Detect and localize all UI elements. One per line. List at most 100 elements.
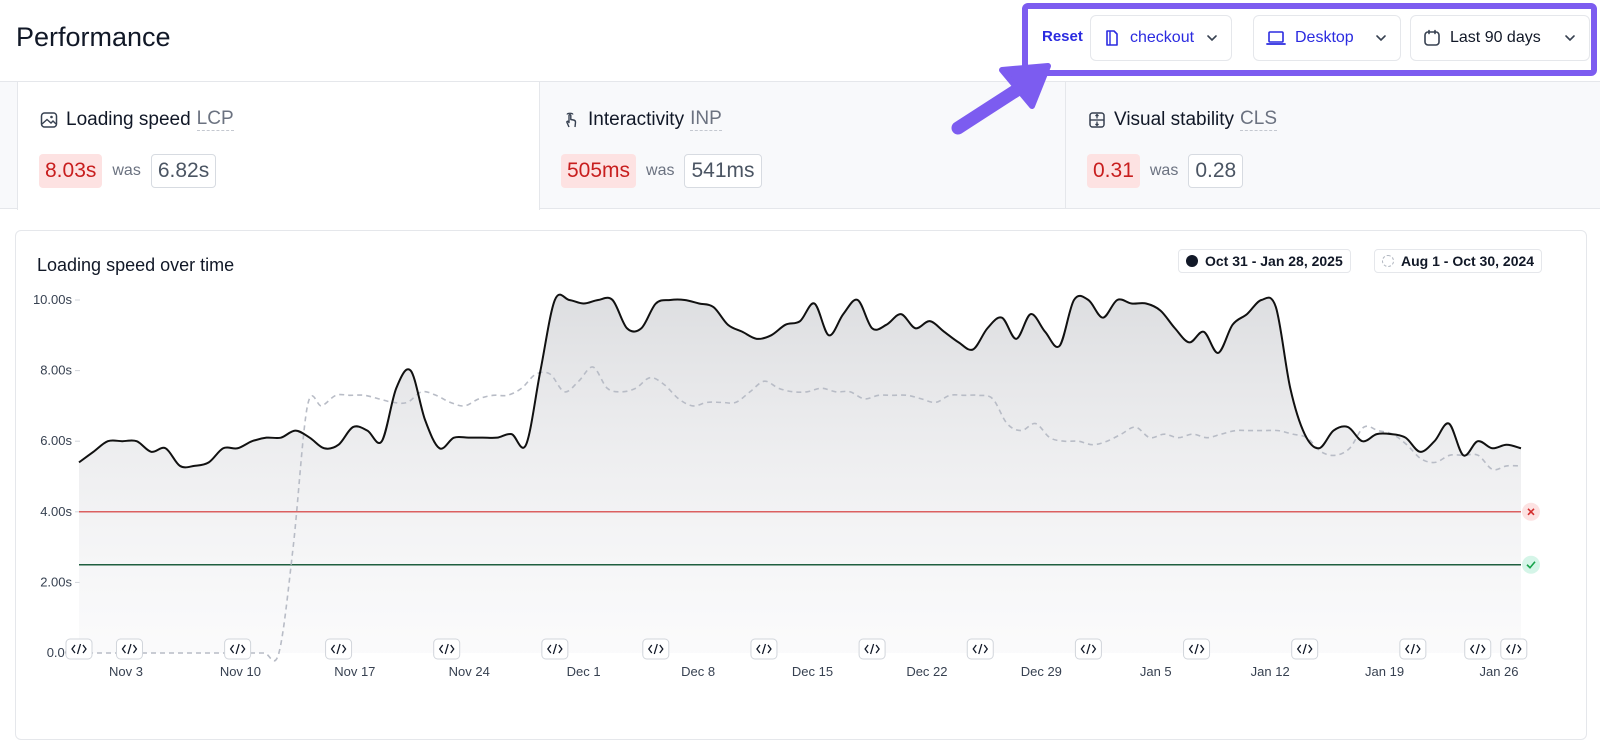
metric-current-value: 8.03s [39,154,103,188]
x-tick-label: Jan 26 [1479,664,1518,679]
series-line-current [78,293,1522,469]
loading-speed-chart-card: Loading speed over time Oct 31 - Jan 28,… [15,230,1587,740]
legend-current-period[interactable]: Oct 31 - Jan 28, 2025 [1178,249,1351,273]
code-icon [71,643,87,655]
code-icon [1469,643,1486,655]
filters-highlight-box [1022,3,1597,76]
code-icon [547,643,563,655]
threshold-good-badge [1522,555,1540,574]
code-icon [229,643,246,655]
deploy-marker[interactable] [1464,638,1492,660]
page-filter-label: checkout [1130,29,1195,46]
check-icon [1526,561,1536,569]
legend-dot-dashed [1382,255,1394,267]
x-tick-label: Jan 12 [1251,664,1290,679]
deploy-marker[interactable] [1074,638,1102,660]
code-icon [972,643,989,655]
metric-card-cls[interactable]: Visual stability CLS 0.31 was 0.28 [1066,82,1600,209]
deploy-marker[interactable] [750,638,778,660]
x-tick-label: Dec 8 [681,664,715,679]
metrics-row: Loading speed LCP 8.03s was 6.82s Intera… [0,82,1600,210]
code-icon [1405,643,1421,655]
deploy-marker[interactable] [325,638,353,660]
laptop-icon [1266,31,1286,45]
code-icon [330,643,347,655]
page-title: Performance [16,22,171,52]
code-icon [864,643,880,655]
code-icon [756,643,772,655]
legend-label: Oct 31 - Jan 28, 2025 [1205,253,1343,269]
x-tick-label: Dec 22 [906,664,947,679]
x-tick-label: Jan 19 [1365,664,1404,679]
chart-title: Loading speed over time [37,255,235,275]
metric-current-value: 505ms [561,154,637,188]
reset-button[interactable]: Reset [1042,28,1083,45]
deploy-marker[interactable] [1183,638,1211,660]
y-tick-label: 6.00s [40,433,72,448]
x-tick-label: Jan 5 [1140,664,1172,679]
code-icon [1080,643,1097,655]
legend-label: Aug 1 - Oct 30, 2024 [1401,253,1535,269]
date-range-dropdown[interactable]: Last 90 days [1410,15,1590,61]
annotation-arrow-icon [951,63,1051,135]
deploy-marker[interactable] [1500,638,1528,660]
deploy-marker[interactable] [433,638,461,660]
chevron-down-icon [1565,35,1575,42]
y-tick-label: 4.00s [40,504,72,519]
deploy-marker[interactable] [224,638,252,660]
metric-previous-value: 6.82s [150,154,217,188]
image-icon [40,111,58,128]
page-icon [1106,30,1118,46]
code-icon [647,643,664,655]
deploy-marker[interactable] [858,638,886,660]
metric-card-inp[interactable]: Interactivity INP 505ms was 541ms [540,82,1066,209]
y-tick-label: 10.00s [33,292,73,307]
date-range-label: Last 90 days [1450,29,1541,46]
deploy-marker[interactable] [541,638,569,660]
metric-abbr: LCP [196,108,234,131]
was-label: was [1149,162,1179,179]
metric-abbr: INP [690,108,722,131]
calendar-icon [1424,29,1440,46]
x-tick-label: Nov 24 [449,664,490,679]
series-area-current [79,294,1521,653]
metric-name: Loading speed [66,108,191,130]
metric-name: Interactivity [588,108,685,130]
layout-shift-icon [1089,111,1105,128]
close-icon [1527,508,1535,516]
legend-dot-solid [1186,255,1198,267]
y-tick-label: 8.00s [40,363,72,378]
top-header: Performance Reset checkout Desktop Last … [0,0,1600,82]
metric-name: Visual stability [1114,108,1235,130]
metric-previous-value: 0.28 [1188,154,1244,188]
x-tick-label: Dec 29 [1021,664,1062,679]
series-line-previous [78,366,1522,662]
page-filter-dropdown[interactable]: checkout [1090,15,1232,61]
metric-previous-value: 541ms [684,154,762,188]
chevron-down-icon [1207,35,1217,42]
deploy-marker[interactable] [1291,638,1319,660]
deploy-marker[interactable] [966,638,994,660]
deploy-marker[interactable] [1399,638,1427,660]
metric-card-lcp[interactable]: Loading speed LCP 8.03s was 6.82s [17,82,540,210]
deploy-marker[interactable] [642,638,670,660]
code-icon [121,643,138,655]
chevron-down-icon [1376,35,1386,42]
was-label: was [646,162,675,179]
was-label: was [112,162,141,179]
x-tick-label: Nov 17 [334,664,375,679]
metric-abbr: CLS [1240,108,1278,131]
deploy-marker[interactable] [65,638,93,660]
metric-current-value: 0.31 [1087,154,1140,188]
code-icon [1188,643,1205,655]
device-filter-dropdown[interactable]: Desktop [1253,15,1401,61]
deploy-marker[interactable] [115,638,143,660]
x-tick-label: Dec 1 [567,664,601,679]
x-tick-label: Nov 3 [109,664,143,679]
pointer-hand-icon [566,112,577,127]
legend-previous-period[interactable]: Aug 1 - Oct 30, 2024 [1374,249,1543,273]
x-tick-label: Dec 15 [792,664,833,679]
y-tick-label: 2.00s [40,574,72,589]
code-icon [438,643,455,655]
